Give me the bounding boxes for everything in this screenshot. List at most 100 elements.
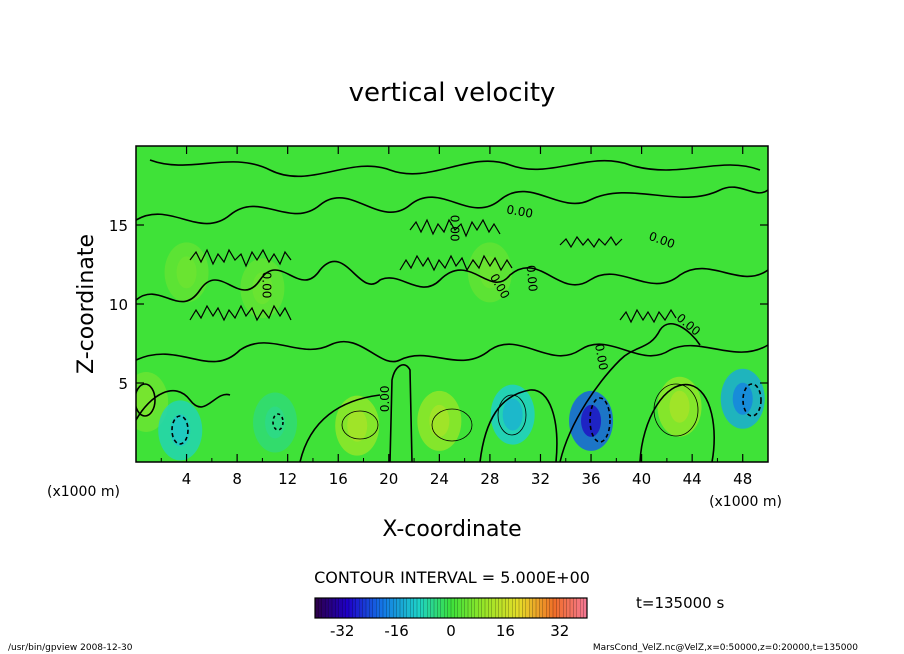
colorbar-cell: [515, 598, 520, 618]
contour-line: [619, 308, 677, 324]
colorbar-cell: [457, 598, 462, 618]
contour-line: [389, 364, 413, 462]
colorbar-cell: [485, 598, 489, 618]
colorbar-cell: [369, 598, 374, 618]
colorbar-cell: [505, 598, 510, 618]
colorbar-cell: [440, 598, 445, 618]
field-feature-core: [265, 406, 286, 439]
colorbar-cell: [355, 598, 360, 618]
colorbar-cell: [328, 598, 333, 618]
y-tick-label: 5: [118, 375, 128, 393]
colorbar-cell: [403, 598, 408, 618]
x-axis: 4 8 12 16 20 24 28 32 36 40 44 48: [160, 146, 752, 488]
contour-line: [136, 389, 231, 421]
contour-label: 0.00: [378, 385, 392, 412]
colorbar-cell: [335, 598, 340, 618]
contour-label: 0.00: [505, 202, 534, 220]
colorbar-cell: [529, 598, 533, 618]
contour-line: [589, 397, 611, 443]
contour-line: [559, 323, 701, 462]
time-label: t=135000 s: [636, 594, 724, 612]
colorbar-cell: [454, 598, 459, 618]
colorbar-cell: [478, 598, 482, 618]
x-unit-right: (x1000 m): [709, 494, 782, 510]
colorbar-tick-label: 16: [496, 622, 515, 640]
colorbar-cell: [430, 598, 435, 618]
footer-left: /usr/bin/gpview 2008-12-30: [8, 643, 133, 653]
x-tick-label: 40: [632, 470, 651, 488]
colorbar-cell: [332, 598, 336, 618]
colorbar-cell: [325, 598, 329, 618]
x-tick-label: 16: [329, 470, 348, 488]
colorbar-cell: [525, 598, 530, 618]
colorbar-cell: [542, 598, 547, 618]
y-axis-label: Z-coordinate: [74, 234, 99, 374]
colorbar: -32 -16 0 16 32: [314, 597, 588, 640]
x-unit-left: (x1000 m): [47, 484, 120, 500]
field-feature-core: [479, 256, 500, 289]
contour-label: 0.00: [524, 264, 540, 292]
colorbar-cell: [315, 598, 319, 618]
colorbar-cell: [359, 598, 363, 618]
colorbar-cell: [362, 598, 367, 618]
colorbar-tick-label: -16: [384, 622, 409, 640]
colorbar-cell: [536, 598, 540, 618]
field-feature-core: [176, 256, 197, 289]
contour-line: [136, 383, 156, 417]
y-tick-label: 10: [109, 296, 128, 314]
contour-line: [479, 389, 558, 462]
colorbar-cell: [464, 598, 469, 618]
x-tick-label: 20: [379, 470, 398, 488]
x-tick-label: 28: [480, 470, 499, 488]
colorbar-ticks: -32 -16 0 16 32: [330, 622, 569, 640]
colorbar-cell: [349, 598, 353, 618]
colorbar-cell: [570, 598, 574, 618]
field-feature-core: [502, 398, 523, 431]
colorbar-cell: [576, 598, 581, 618]
colorbar-cell: [495, 598, 499, 618]
field-feature-core: [170, 414, 191, 447]
x-tick-label: 8: [232, 470, 242, 488]
contour-line: [136, 186, 768, 225]
contour-line: [189, 248, 292, 268]
contour-line: [431, 408, 473, 442]
colorbar-cell: [352, 598, 357, 618]
x-tick-label: 4: [182, 470, 192, 488]
colorbar-cell: [383, 598, 387, 618]
contour-line: [136, 340, 768, 363]
footer-right: MarsCond_VelZ.nc@VelZ,x=0:50000,z=0:2000…: [593, 643, 858, 653]
colorbar-cell: [386, 598, 391, 618]
y-axis: 5 10 15: [109, 217, 768, 393]
contour-line: [171, 415, 189, 445]
colorbar-cell: [451, 598, 455, 618]
contour-line: [136, 260, 768, 303]
x-tick-label: 36: [581, 470, 600, 488]
colorbar-cells: [314, 598, 588, 618]
contour-line: [742, 383, 762, 417]
colorbar-cell: [573, 598, 578, 618]
colorbar-cell: [488, 598, 493, 618]
x-axis-label: X-coordinate: [382, 517, 521, 542]
x-tick-label: 12: [278, 470, 297, 488]
colorbar-cell: [474, 598, 479, 618]
colorbar-cell: [519, 598, 523, 618]
colorbar-cell: [413, 598, 418, 618]
colorbar-cell: [468, 598, 472, 618]
contour-label: 0.00: [448, 215, 462, 242]
colorbar-cell: [417, 598, 421, 618]
colorbar-cell: [420, 598, 425, 618]
contour-line: [639, 383, 715, 462]
colorbar-cell: [400, 598, 404, 618]
field-feature-core: [252, 272, 273, 305]
colorbar-cell: [444, 598, 448, 618]
field-feature-core: [669, 390, 690, 423]
x-tick-label: 32: [531, 470, 550, 488]
field-feature-core: [429, 404, 450, 437]
contour-interval-text: CONTOUR INTERVAL = 5.000E+00: [314, 568, 590, 587]
colorbar-cell: [393, 598, 397, 618]
colorbar-cell: [437, 598, 442, 618]
colorbar-cell: [471, 598, 476, 618]
colorbar-cell: [508, 598, 513, 618]
colorbar-cell: [423, 598, 428, 618]
